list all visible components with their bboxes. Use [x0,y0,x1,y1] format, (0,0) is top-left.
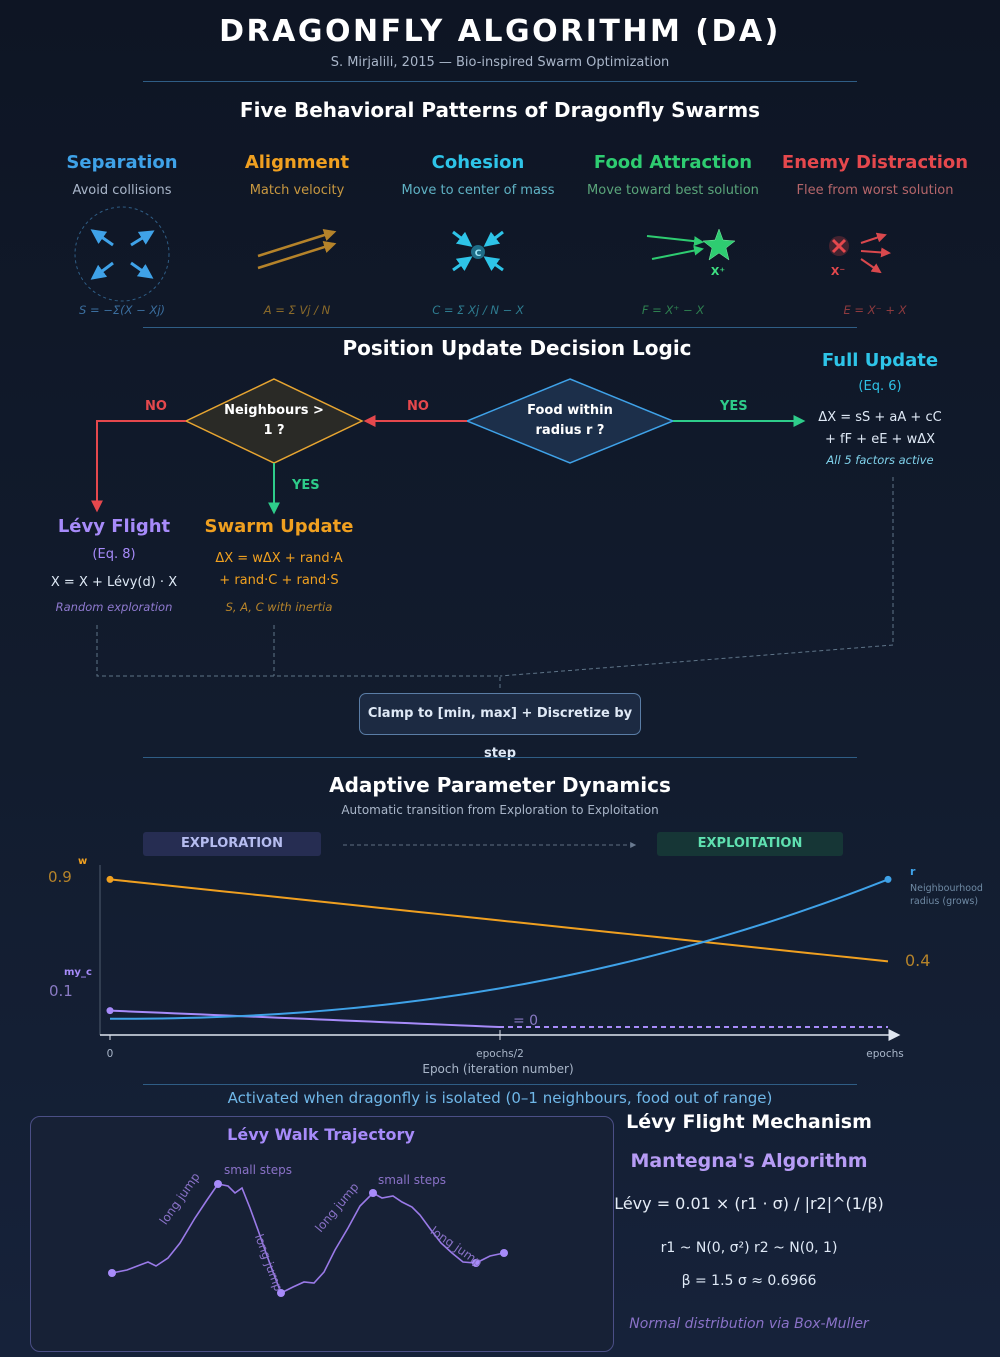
x-tick-0: 0 [107,1048,114,1060]
swarm-update-eq2: + rand·C + rand·S [219,573,339,588]
full-update-title: Full Update [821,350,939,371]
dynamics-section-title: Adaptive Parameter Dynamics [329,773,671,797]
no-label: NO [407,399,429,414]
series-point-w [106,875,114,883]
x-tick-mid: epochs/2 [476,1048,524,1060]
w-series-label: w [78,856,87,867]
exploration-badge: EXPLORATION [143,832,321,856]
divider [143,757,857,758]
myc-zero-label: = 0 [513,1013,538,1029]
decision-flowchart [91,378,894,691]
full-update-sub: (Eq. 6) [858,379,902,394]
myc-start-value: 0.1 [49,982,73,1000]
cohesion-center-label: C [475,249,482,259]
cohesion-icon: C [452,230,504,272]
swarm-update-eq1: ΔX = wΔX + rand·A [215,551,343,566]
levy-trajectory-plot: long jump small steps long jump long jum… [108,1163,508,1297]
levy-flight-title: Lévy Flight [57,516,171,537]
enemy-distraction-desc: Flee from worst solution [796,183,954,198]
page-title: DRAGONFLY ALGORITHM (DA) [219,14,781,49]
page-subtitle: S. Mirjalili, 2015 — Bio-inspired Swarm … [330,55,670,70]
enemy-marker-label: X⁻ [831,265,845,278]
food-attraction-formula: F = X⁺ − X [641,303,705,317]
divider [143,327,857,328]
separation-icon [74,206,170,302]
clamp-discretize-box: Clamp to [min, max] + Discretize by step [359,693,641,761]
series-point-r [884,875,892,883]
r-desc-2: radius (grows) [910,896,978,907]
separation-formula: S = −Σ(X − Xj) [78,303,166,317]
alignment-title: Alignment [244,152,350,173]
separation-desc: Avoid collisions [72,183,172,198]
enemy-distraction-formula: E = X⁻ + X [843,303,907,317]
behavior-icons: C X⁺ X⁻ [74,206,891,302]
food-diamond [465,378,675,464]
levy-activation-note: Activated when dragonfly is isolated (0–… [227,1089,773,1107]
series-line-r [109,878,889,1020]
levy-annotation: long jump [428,1224,485,1270]
r-series-label: r [910,865,916,878]
behaviors-section-title: Five Behavioral Patterns of Dragonfly Sw… [239,98,761,122]
exploitation-badge: EXPLOITATION [657,832,843,856]
series-line-w [109,878,889,963]
food-attraction-desc: Move toward best solution [587,183,759,198]
no-label: NO [145,399,167,414]
cohesion-formula: C = Σ Xj / N − X [432,303,524,317]
cohesion-title: Cohesion [431,152,525,173]
mantegna-title: Mantegna's Algorithm [630,1150,868,1172]
levy-note: Normal distribution via Box-Muller [629,1316,869,1332]
alignment-desc: Match velocity [249,183,345,198]
neighbours-diamond-text: Neighbours > 1 ? [224,403,324,438]
divider [143,81,857,82]
swarm-update-title: Swarm Update [204,516,354,537]
alignment-formula: A = Σ Vj / N [263,303,331,317]
levy-trajectory-title: Lévy Walk Trajectory [227,1125,415,1144]
food-attraction-title: Food Attraction [593,152,753,173]
swarm-update-note: S, A, C with inertia [225,600,333,614]
food-marker-label: X⁺ [711,265,725,278]
alignment-icon [257,229,337,270]
levy-beta: β = 1.5 σ ≈ 0.6966 [681,1273,817,1289]
levy-distribution: r1 ~ N(0, σ²) r2 ~ N(0, 1) [660,1240,838,1256]
levy-flight-eq: X = X + Lévy(d) · X [50,575,178,590]
r-desc-1: Neighbourhood [910,883,983,894]
levy-annotation: long jump [157,1170,203,1227]
enemy-distraction-title: Enemy Distraction [781,152,969,173]
enemy-distraction-icon: X⁻ [829,232,891,278]
levy-flight-sub: (Eq. 8) [92,547,136,562]
levy-flight-note: Random exploration [55,600,173,614]
myc-series-label: my_c [64,967,92,978]
dynamics-subtitle: Automatic transition from Exploration to… [341,803,659,817]
yes-label: YES [720,399,748,414]
levy-trajectory-panel [30,1116,614,1352]
x-axis-label: Epoch (iteration number) [422,1062,573,1076]
levy-annotation: small steps [378,1173,446,1187]
full-update-eq1: ΔX = sS + aA + cC [818,410,942,425]
levy-formula: Lévy = 0.01 × (r1 · σ) / |r2|^(1/β) [614,1194,884,1213]
parameter-chart: w 0.9 0.4 my_c 0.1 = 0 r Neighbourhood r… [48,842,983,1076]
decision-section-title: Position Update Decision Logic [342,336,692,360]
full-update-note: All 5 factors active [826,453,934,467]
series-point-my_c-start [106,1007,114,1015]
food-diamond-text: Food within radius r ? [527,403,613,438]
levy-annotation: small steps [224,1163,292,1177]
levy-annotation: long jump [312,1180,361,1235]
w-start-value: 0.9 [48,868,72,886]
food-attraction-icon: X⁺ [646,228,736,278]
cohesion-desc: Move to center of mass [401,183,555,198]
w-end-value: 0.4 [905,951,930,970]
separation-title: Separation [66,152,178,173]
x-tick-end: epochs [866,1048,903,1060]
levy-mechanism-title: Lévy Flight Mechanism [626,1111,872,1133]
series-line-my_c [109,1009,500,1028]
yes-label: YES [292,478,320,493]
full-update-eq2: + fF + eE + wΔX [824,432,936,447]
levy-annotation: long jump [252,1232,286,1293]
divider [143,1084,857,1085]
